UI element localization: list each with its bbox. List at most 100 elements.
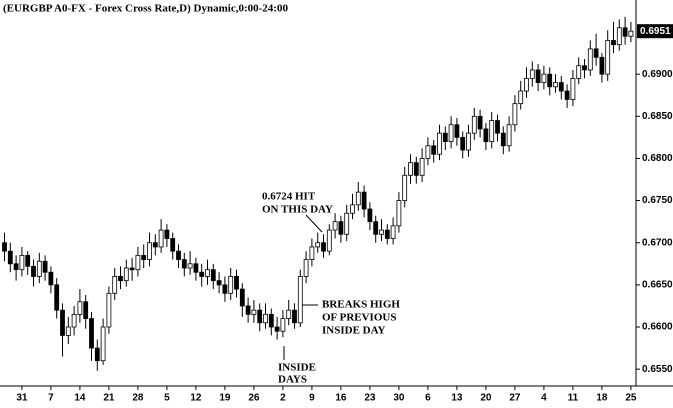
candle-body bbox=[315, 242, 321, 248]
y-tick-label: 0.6750 bbox=[642, 195, 673, 206]
candle-body bbox=[593, 48, 599, 58]
candle-body bbox=[611, 40, 616, 46]
candle-body bbox=[60, 309, 65, 336]
candle-body bbox=[321, 242, 326, 252]
candle-body bbox=[239, 288, 245, 307]
candle-body bbox=[541, 73, 547, 83]
candle-body bbox=[141, 254, 147, 260]
y-tick-label: 0.6850 bbox=[642, 111, 673, 122]
candle-body bbox=[245, 305, 251, 315]
candle-body bbox=[605, 40, 611, 75]
candle-body bbox=[2, 242, 7, 252]
candle-body bbox=[384, 229, 390, 239]
candle-body bbox=[13, 263, 19, 271]
candle-body bbox=[42, 260, 48, 273]
candle-body bbox=[222, 284, 228, 294]
candle-body bbox=[77, 301, 83, 315]
candle-body bbox=[338, 221, 344, 235]
candle-body bbox=[616, 27, 622, 46]
candle-body bbox=[471, 115, 477, 134]
last-price-label: 0.6951 bbox=[640, 26, 671, 37]
candle-body bbox=[628, 30, 634, 37]
candle-body bbox=[367, 208, 373, 223]
candle-body bbox=[187, 263, 193, 269]
candle-body bbox=[228, 276, 234, 294]
candle-body bbox=[25, 254, 31, 267]
candle-body bbox=[158, 229, 164, 248]
annotation: 0.6724 HIT bbox=[262, 191, 316, 203]
candle-body bbox=[396, 200, 402, 227]
x-tick-label: 4 bbox=[541, 393, 547, 404]
candle-body bbox=[419, 158, 425, 176]
candle-body bbox=[89, 318, 94, 349]
candle-body bbox=[147, 242, 152, 260]
candle-body bbox=[65, 326, 71, 336]
candle-body bbox=[506, 124, 512, 147]
candle-body bbox=[622, 27, 628, 37]
candle-body bbox=[402, 174, 408, 201]
annotation: BREAKS HIGH bbox=[322, 299, 400, 311]
candle-body bbox=[234, 276, 239, 290]
candle-body bbox=[332, 221, 338, 231]
x-tick-label: 26 bbox=[248, 393, 260, 404]
candle-body bbox=[123, 267, 129, 282]
candle-body bbox=[477, 115, 483, 130]
x-tick-label: 16 bbox=[335, 393, 347, 404]
candle-body bbox=[350, 204, 355, 214]
candle-body bbox=[7, 250, 13, 265]
x-tick-label: 6 bbox=[425, 393, 431, 404]
annotation: DAYS bbox=[278, 374, 307, 386]
candle-body bbox=[437, 132, 442, 155]
x-tick-label: 28 bbox=[132, 393, 144, 404]
x-tick-label: 21 bbox=[103, 393, 115, 404]
x-tick-label: 23 bbox=[364, 393, 376, 404]
candle-body bbox=[176, 250, 181, 260]
annotation: INSIDE bbox=[278, 362, 316, 374]
x-tick-label: 11 bbox=[568, 393, 579, 404]
candle-body bbox=[500, 132, 506, 147]
candle-body bbox=[547, 73, 553, 88]
candle-body bbox=[587, 48, 593, 71]
y-tick-label: 0.6800 bbox=[642, 153, 673, 164]
candle-body bbox=[135, 254, 141, 271]
x-tick-label: 31 bbox=[16, 393, 28, 404]
x-tick-label: 18 bbox=[596, 393, 608, 404]
x-tick-label: 30 bbox=[393, 393, 405, 404]
candle-body bbox=[379, 229, 384, 235]
candle-body bbox=[442, 132, 448, 142]
x-tick-label: 5 bbox=[164, 393, 170, 404]
annotation: ON THIS DAY bbox=[262, 204, 333, 216]
candle-body bbox=[83, 301, 89, 319]
candle-body bbox=[48, 271, 54, 286]
candle-body bbox=[263, 313, 268, 324]
candle-body bbox=[535, 69, 541, 83]
candle-body bbox=[297, 276, 303, 324]
candle-body bbox=[268, 313, 274, 328]
candle-body bbox=[286, 309, 292, 319]
y-tick-label: 0.6600 bbox=[642, 322, 673, 333]
candle-body bbox=[582, 65, 587, 71]
x-tick-label: 13 bbox=[451, 393, 463, 404]
candle-body bbox=[274, 326, 280, 332]
candle-body bbox=[100, 326, 106, 362]
candle-body bbox=[570, 77, 576, 100]
candle-body bbox=[326, 229, 332, 252]
x-tick-label: 12 bbox=[190, 393, 202, 404]
candle-body bbox=[170, 238, 176, 252]
y-tick-label: 0.6900 bbox=[642, 69, 673, 80]
x-tick-label: 9 bbox=[309, 393, 315, 404]
candle-body bbox=[152, 242, 158, 248]
candle-body bbox=[512, 103, 518, 126]
candle-body bbox=[251, 309, 257, 315]
candle-body bbox=[118, 276, 123, 282]
x-tick-label: 2 bbox=[280, 393, 286, 404]
candle-body bbox=[54, 284, 60, 311]
candle-body bbox=[431, 145, 437, 155]
annotation: OF PREVIOUS bbox=[322, 312, 396, 324]
candle-body bbox=[216, 280, 222, 286]
candle-body bbox=[553, 82, 558, 88]
candle-body bbox=[292, 309, 297, 324]
y-tick-label: 0.6650 bbox=[642, 280, 673, 291]
candle-body bbox=[106, 292, 112, 328]
